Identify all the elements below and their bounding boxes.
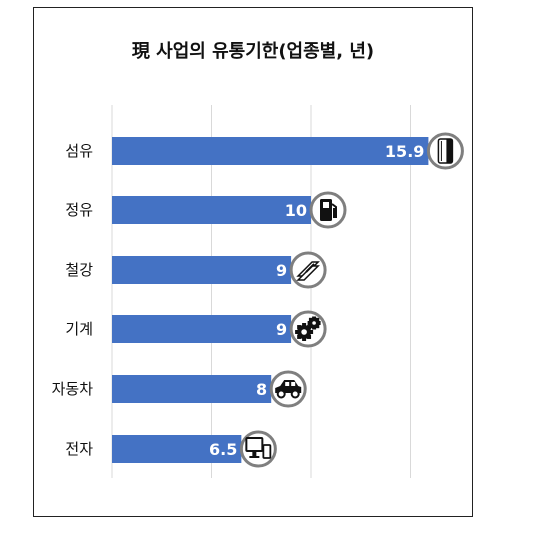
fuel-pump-icon — [309, 191, 347, 229]
value-label-4: 8 — [256, 380, 267, 399]
value-label-5: 6.5 — [209, 440, 237, 459]
bar-3 — [112, 315, 292, 343]
bar-0 — [112, 137, 429, 165]
category-label-3: 기계 — [65, 320, 93, 338]
bar-row-1: 정유 10 — [65, 191, 347, 229]
value-label-0: 15.9 — [385, 142, 424, 161]
bar-1 — [112, 196, 311, 224]
category-label-2: 철강 — [65, 261, 93, 279]
category-label-4: 자동차 — [52, 380, 94, 398]
steel-beam-icon — [289, 251, 327, 289]
gridlines — [111, 105, 411, 478]
car-icon — [269, 370, 307, 408]
textile-roll-icon — [426, 132, 464, 170]
bar-row-3: 기계 9 — [65, 310, 327, 348]
gears-icon — [289, 310, 327, 348]
bar-row-0: 섬유 15.9 — [65, 132, 464, 170]
value-label-3: 9 — [276, 320, 287, 339]
bar-4 — [112, 375, 272, 403]
monitor-phone-icon — [239, 430, 277, 468]
bar-row-4: 자동차 8 — [52, 370, 307, 408]
category-label-5: 전자 — [65, 440, 93, 458]
chart-title: 現 사업의 유통기한(업종별, 년) — [132, 41, 374, 62]
bar-row-2: 철강 9 — [65, 251, 327, 289]
bar-5 — [112, 435, 242, 463]
bar-row-5: 전자 6.5 — [65, 430, 277, 468]
category-label-1: 정유 — [65, 201, 93, 219]
value-label-2: 9 — [276, 261, 287, 280]
category-label-0: 섬유 — [65, 142, 93, 160]
bars: 섬유 15.9 정유 10 철강 9 기계 9 자동차 8 전자 6.5 — [52, 132, 464, 468]
value-label-1: 10 — [285, 201, 307, 220]
bar-2 — [112, 256, 292, 284]
